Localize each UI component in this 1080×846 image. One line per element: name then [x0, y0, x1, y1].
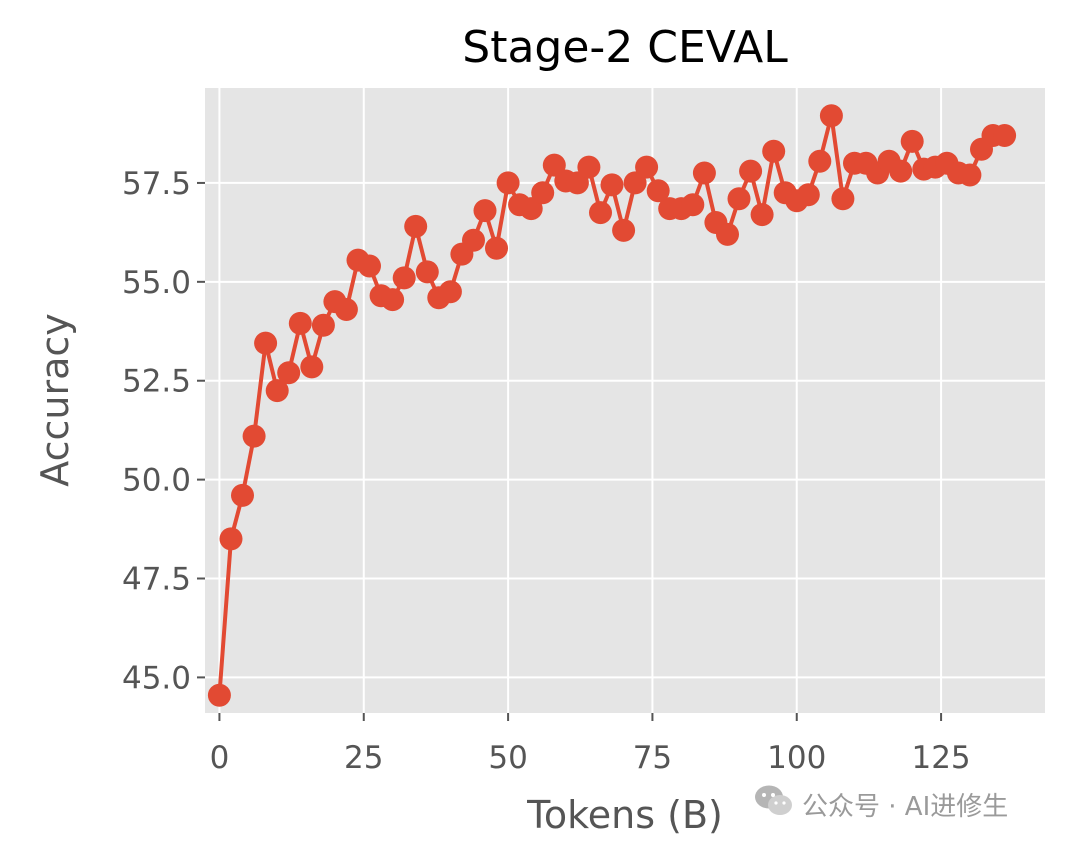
y-tick-label: 52.5 — [122, 364, 191, 400]
data-point — [531, 181, 555, 205]
data-point — [381, 288, 405, 312]
data-point — [589, 201, 612, 225]
chart-title: Stage-2 CEVAL — [462, 22, 788, 73]
x-tick-label: 25 — [344, 740, 383, 776]
y-tick-label: 57.5 — [122, 166, 191, 202]
data-point — [242, 424, 266, 448]
data-point — [311, 313, 335, 337]
watermark-text: 公众号 · AI进修生 — [802, 791, 1009, 822]
data-point — [334, 298, 358, 321]
y-axis-label: Accuracy — [33, 313, 77, 487]
data-point — [219, 527, 243, 551]
data-point — [808, 149, 832, 173]
y-tick-label: 47.5 — [122, 562, 191, 598]
y-tick-label: 45.0 — [122, 660, 191, 696]
data-point — [485, 236, 508, 260]
y-tick-label: 50.0 — [122, 463, 191, 499]
data-point — [358, 254, 381, 278]
data-point — [819, 104, 843, 128]
x-tick-label: 0 — [210, 740, 230, 776]
data-point — [277, 361, 301, 385]
data-point — [635, 155, 659, 179]
data-point — [831, 187, 855, 211]
data-point — [958, 163, 982, 187]
data-point — [404, 214, 428, 238]
y-tick-label: 55.0 — [122, 265, 191, 301]
data-point — [739, 159, 763, 183]
wechat-icon — [754, 784, 794, 825]
data-point — [900, 129, 924, 153]
data-point — [993, 124, 1017, 147]
data-point — [288, 311, 312, 335]
data-point — [542, 153, 566, 177]
data-point — [750, 203, 774, 227]
axis-ticks: 0 25 50 75 100 125 45.0 47.5 50.0 52.5 55.0 57.5 — [122, 166, 971, 776]
data-point — [254, 331, 278, 355]
data-point — [231, 483, 254, 507]
data-point — [716, 222, 739, 246]
data-point — [681, 193, 705, 217]
data-point — [473, 199, 497, 223]
plot-area — [205, 88, 1045, 713]
data-point — [265, 379, 289, 403]
x-tick-label: 75 — [633, 740, 672, 776]
x-tick-label: 50 — [488, 740, 527, 776]
data-point — [300, 355, 324, 379]
data-point — [612, 218, 636, 242]
data-point — [415, 260, 439, 284]
data-point — [577, 155, 601, 179]
data-series — [207, 104, 1017, 707]
data-point — [796, 183, 820, 207]
data-point — [438, 280, 462, 304]
data-point — [889, 159, 913, 183]
watermark: 公众号 · AI进修生 — [754, 784, 1008, 824]
x-tick-label: 100 — [767, 740, 826, 776]
data-point — [623, 171, 647, 195]
data-point — [762, 139, 786, 163]
data-point — [207, 683, 231, 707]
data-point — [496, 171, 520, 195]
data-point — [392, 266, 416, 290]
x-axis-label: Tokens (B) — [526, 793, 723, 837]
data-point — [600, 173, 624, 197]
data-point — [462, 228, 485, 252]
x-tick-label: 125 — [911, 740, 970, 776]
data-point — [565, 171, 589, 195]
data-point — [692, 161, 716, 185]
data-point — [519, 197, 543, 221]
data-point — [646, 179, 670, 203]
data-point — [727, 187, 751, 211]
